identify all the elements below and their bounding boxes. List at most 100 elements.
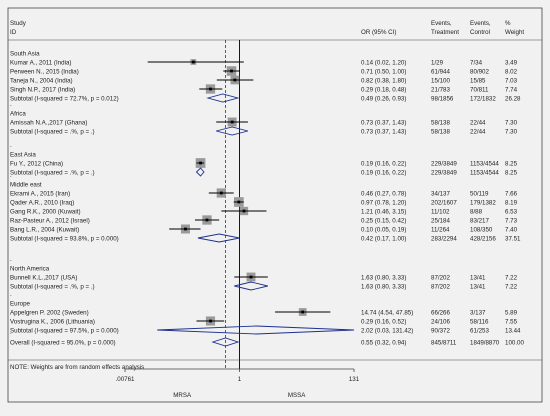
treatment-events: 21/783 — [431, 86, 450, 93]
subtotal-diamond — [206, 93, 240, 103]
weight-value: 7.66 — [505, 190, 518, 197]
control-events: 83/217 — [470, 217, 489, 224]
or-ci-value: 1.21 (0.46, 3.15) — [361, 208, 406, 215]
weight-value: 37.51 — [505, 235, 521, 242]
subtotal-label: Subtotal (I-squared = 93.8%, p = 0.000) — [10, 235, 119, 242]
weight-value: 13.44 — [505, 327, 521, 334]
or-ci-value: 0.46 (0.27, 0.78) — [361, 190, 406, 197]
treatment-events: 58/138 — [431, 119, 450, 126]
header-or: OR (95% CI) — [361, 29, 396, 36]
weight-value: 7.22 — [505, 283, 518, 290]
control-events: 108/350 — [470, 226, 493, 233]
weight-value: 7.74 — [505, 86, 518, 93]
treatment-events: 283/2294 — [431, 235, 457, 242]
group-heading: North America — [10, 265, 50, 272]
study-label: Singh N.P., 2017 (India) — [10, 86, 75, 93]
or-ci-value: 0.97 (0.78, 1.20) — [361, 199, 406, 206]
treatment-events: 61/944 — [431, 68, 450, 75]
control-events: 13/41 — [470, 274, 486, 281]
control-events: 22/44 — [470, 128, 486, 135]
weight-value: 8.25 — [505, 160, 518, 167]
weight-value: 7.30 — [505, 128, 518, 135]
treatment-events: 66/266 — [431, 309, 450, 316]
group-spacer: . — [10, 329, 12, 336]
study-point-estimate — [209, 319, 212, 323]
subtotal-label: Subtotal (I-squared = .%, p = .) — [10, 128, 95, 135]
weight-value: 26.28 — [505, 95, 521, 102]
treatment-events: 25/184 — [431, 217, 450, 224]
weight-value: 7.22 — [505, 274, 518, 281]
weight-value: 100.00 — [505, 339, 524, 346]
study-point-estimate — [230, 69, 233, 73]
subtotal-diamond — [216, 126, 249, 136]
x-tick-label: .00761 — [116, 376, 135, 383]
treatment-events: 87/202 — [431, 283, 450, 290]
study-label: Bunnell K.L.,2017 (USA) — [10, 274, 77, 281]
subtotal-diamond — [157, 325, 355, 335]
control-events: 15/85 — [470, 77, 486, 84]
group-heading: Europe — [10, 300, 31, 307]
study-point-estimate — [184, 227, 187, 231]
or-ci-value: 0.73 (0.37, 1.43) — [361, 128, 406, 135]
treatment-events: 11/264 — [431, 226, 450, 233]
weight-value: 7.03 — [505, 77, 518, 84]
weight-value: 3.49 — [505, 59, 518, 66]
subtotal-label: Subtotal (I-squared = .%, p = .) — [10, 169, 95, 176]
subtotal-diamond — [197, 233, 240, 243]
header-study: Study — [10, 20, 27, 27]
or-ci-value: 0.19 (0.16, 0.22) — [361, 169, 406, 176]
or-ci-value: 0.49 (0.26, 0.93) — [361, 95, 406, 102]
weight-value: 8.25 — [505, 169, 518, 176]
control-events: 8/88 — [470, 208, 483, 215]
header-weight: Weight — [505, 29, 524, 36]
study-label: Vostrugina K., 2006 (Lithuania) — [10, 318, 95, 325]
plot-frame — [7, 7, 543, 403]
group-spacer: . — [10, 101, 12, 108]
weight-value: 8.19 — [505, 199, 518, 206]
study-point-estimate — [301, 310, 305, 314]
control-events: 428/2156 — [470, 235, 496, 242]
or-ci-value: 0.10 (0.05, 0.19) — [361, 226, 406, 233]
x-axis-left-label: MRSA — [173, 392, 192, 399]
treatment-events: 15/100 — [431, 77, 450, 84]
treatment-events: 229/3849 — [431, 169, 457, 176]
study-point-estimate — [237, 200, 241, 204]
study-point-estimate — [209, 87, 212, 91]
weight-value: 7.40 — [505, 226, 518, 233]
subtotal-label: Subtotal (I-squared = .%, p = .) — [10, 283, 95, 290]
treatment-events: 24/106 — [431, 318, 450, 325]
study-point-estimate — [219, 191, 223, 195]
or-ci-value: 0.25 (0.15, 0.42) — [361, 217, 406, 224]
control-events: 179/1382 — [470, 199, 496, 206]
header-events-treatment: Events, — [431, 20, 452, 27]
subtotal-label: Subtotal (I-squared = 97.5%, p = 0.000) — [10, 327, 119, 334]
treatment-events: 58/138 — [431, 128, 450, 135]
treatment-events: 202/1607 — [431, 199, 457, 206]
or-ci-value: 0.42 (0.17, 1.00) — [361, 235, 406, 242]
study-label: Fu Y., 2012 (China) — [10, 160, 63, 167]
header-events-control: Events, — [470, 20, 491, 27]
study-label: Amissah N.A.,2017 (Ghana) — [10, 119, 87, 126]
study-point-estimate — [249, 275, 253, 279]
control-events: 22/44 — [470, 119, 486, 126]
subtotal-diamond — [234, 281, 268, 291]
study-point-estimate — [242, 209, 246, 213]
control-events: 58/116 — [470, 318, 489, 325]
treatment-events: 1/29 — [431, 59, 444, 66]
weight-value: 7.30 — [505, 119, 518, 126]
x-tick-label: 131 — [349, 376, 360, 383]
control-events: 3/137 — [470, 309, 486, 316]
treatment-events: 90/372 — [431, 327, 450, 334]
study-label: Qader A.R., 2010 (Iraq) — [10, 199, 74, 206]
control-events: 7/34 — [470, 59, 483, 66]
group-heading: South Asia — [10, 50, 40, 57]
treatment-events: 845/8711 — [431, 339, 457, 346]
treatment-events: 87/202 — [431, 274, 450, 281]
weight-value: 5.89 — [505, 309, 518, 316]
group-spacer: . — [10, 172, 12, 179]
study-label: Appelgren P. 2002 (Sweden) — [10, 309, 89, 316]
overall-diamond — [211, 337, 240, 347]
control-events: 61/253 — [470, 327, 489, 334]
